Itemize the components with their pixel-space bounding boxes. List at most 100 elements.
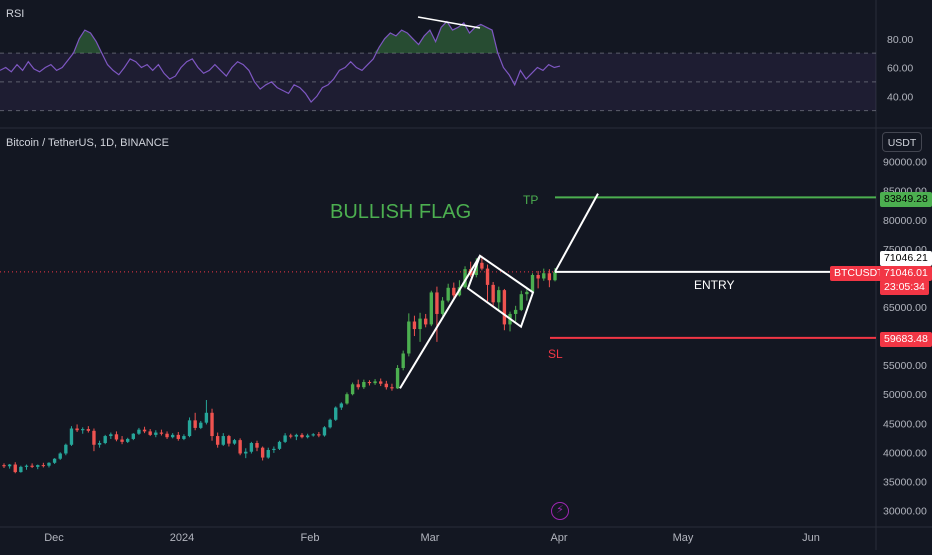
candle-body — [187, 420, 192, 437]
candle-body — [362, 381, 366, 388]
candle-body — [249, 443, 254, 452]
time-axis-label: Feb — [301, 532, 320, 544]
candle-body — [238, 440, 242, 454]
candle-body — [19, 466, 23, 473]
candle-body — [418, 318, 422, 330]
candle-body — [373, 381, 377, 384]
candle-body — [232, 440, 237, 444]
time-axis-label: Apr — [550, 532, 567, 544]
candle-body — [165, 433, 169, 438]
sl-label[interactable]: SL — [548, 347, 563, 361]
price-axis-tick: 45000.00 — [883, 418, 927, 430]
candle-body — [283, 435, 287, 442]
rsi-axis-tick: 80.00 — [887, 34, 913, 46]
candle-body — [199, 422, 203, 428]
candle-body — [435, 292, 439, 314]
candle-body — [176, 434, 180, 439]
candle-body — [86, 429, 91, 431]
entry-label[interactable]: ENTRY — [694, 278, 735, 292]
symbol-price-tag: BTCUSDT — [830, 266, 888, 281]
price-axis-tick: 65000.00 — [883, 302, 927, 314]
candle-body — [289, 435, 293, 437]
candle-body — [553, 271, 557, 281]
candle-body — [2, 465, 6, 467]
rsi-indicator-label[interactable]: RSI — [6, 8, 25, 20]
candle-body — [311, 434, 315, 436]
price-axis-tick: 50000.00 — [883, 389, 927, 401]
candle-body — [519, 294, 523, 310]
candle-body — [41, 465, 46, 467]
candle-body — [356, 384, 360, 388]
candle-body — [334, 407, 338, 420]
rsi-axis-tick: 60.00 — [887, 63, 913, 75]
candle-body — [221, 436, 225, 445]
candle-body — [131, 433, 135, 439]
price-axis-tick: 40000.00 — [883, 447, 927, 459]
flag-pole-line — [399, 255, 481, 389]
candle-body — [395, 368, 400, 389]
projection-line — [554, 193, 599, 273]
currency-button[interactable]: USDT — [882, 132, 922, 152]
candle-body — [47, 462, 51, 466]
candle-body — [339, 403, 344, 408]
sl-price-tag: 59683.48 — [880, 332, 932, 347]
candle-body — [193, 420, 197, 428]
candle-body — [58, 453, 62, 459]
candle-body — [126, 438, 130, 442]
tp-price-tag: 83849.28 — [880, 192, 932, 207]
candle-body — [7, 464, 12, 467]
candle-body — [322, 427, 327, 436]
candle-body — [542, 273, 546, 279]
rsi-overbought-fill — [0, 21, 560, 54]
candle-body — [260, 447, 265, 458]
candle-body — [69, 428, 74, 445]
candle-body — [52, 458, 57, 463]
rsi-line — [0, 20, 561, 103]
candle-body — [502, 290, 507, 325]
time-axis-label: 2024 — [170, 532, 194, 544]
candle-body — [429, 292, 433, 325]
candle-body — [109, 434, 113, 437]
candle-body — [13, 464, 17, 473]
candle-body — [182, 436, 186, 439]
candle-body — [440, 300, 445, 314]
bullish-flag-title[interactable]: BULLISH FLAG — [330, 201, 472, 223]
price-axis-tick: 90000.00 — [883, 157, 927, 169]
candle-body — [317, 434, 321, 436]
candle-body — [480, 262, 484, 269]
candle-body — [497, 290, 501, 303]
price-axis-tick: 55000.00 — [883, 360, 927, 372]
candle-body — [24, 465, 29, 467]
candle-body — [350, 384, 355, 395]
candle-body — [120, 439, 124, 442]
candle-body — [328, 419, 332, 428]
candle-body — [294, 434, 299, 437]
last-price-tag: 71046.01 — [880, 266, 932, 281]
candle-body — [491, 284, 495, 303]
candle-body — [530, 275, 535, 292]
candle-body — [390, 387, 394, 389]
candle-body — [463, 269, 467, 288]
candle-body — [345, 394, 349, 404]
lightning-icon[interactable]: ⚡ — [551, 502, 569, 520]
candle-body — [452, 287, 456, 296]
candle-body — [204, 412, 209, 423]
countdown-tag: 23:05:34 — [880, 280, 929, 295]
candle-body — [485, 268, 490, 285]
candle-body — [36, 465, 40, 467]
candle-body — [159, 432, 164, 434]
candle-body — [525, 291, 529, 295]
candle-body — [547, 273, 552, 281]
candle-body — [244, 451, 248, 454]
candle-body — [300, 434, 304, 438]
candle-body — [255, 443, 259, 448]
price-axis-tick: 80000.00 — [883, 215, 927, 227]
symbol-title[interactable]: Bitcoin / TetherUS, 1D, BINANCE — [6, 137, 170, 149]
tp-label[interactable]: TP — [523, 193, 539, 207]
candle-body — [407, 321, 411, 354]
candle-body — [272, 448, 276, 450]
candle-body — [379, 381, 383, 384]
candle-body — [64, 444, 68, 454]
